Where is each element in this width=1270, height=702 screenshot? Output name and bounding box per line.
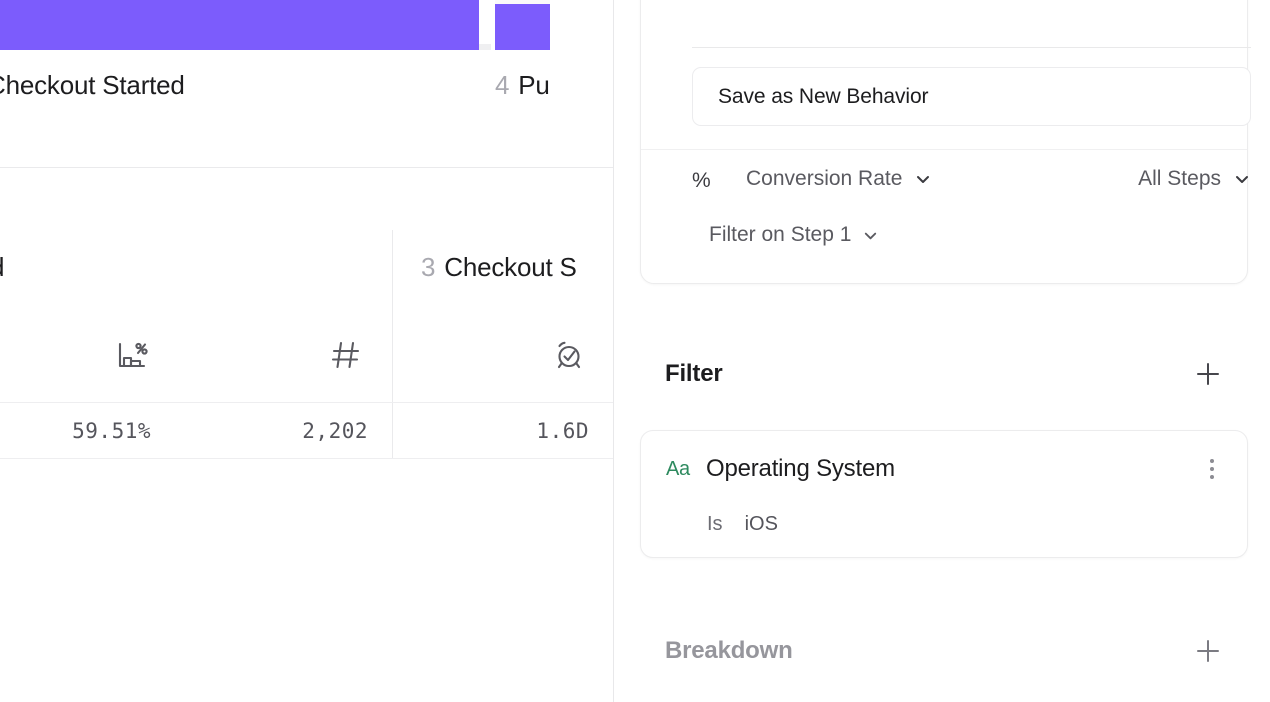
conversion-rate-dropdown[interactable]: Conversion Rate (746, 167, 932, 191)
all-steps-dropdown[interactable]: All Steps (1138, 167, 1251, 191)
filter-on-step-dropdown[interactable]: Filter on Step 1 (709, 223, 879, 247)
metric-table-header-row: d 3 Checkout S (0, 252, 614, 292)
save-as-new-behavior-label: Save as New Behavior (718, 84, 929, 108)
funnel-step-label-1[interactable]: Checkout Started (0, 70, 185, 101)
filter-operator: Is (707, 513, 723, 535)
funnel-step-name-1: Checkout Started (0, 70, 185, 100)
metric-value-count: 2,202 (302, 419, 368, 443)
conversion-rate-dropdown-label: Conversion Rate (746, 167, 903, 190)
chevron-down-icon (1233, 170, 1251, 188)
funnel-bar-track-step-2 (495, 0, 550, 4)
add-filter-button[interactable] (1193, 359, 1223, 389)
text-property-type-icon: Aa (666, 457, 690, 480)
filter-section-header: Filter (640, 355, 1248, 393)
filter-on-step-dropdown-label: Filter on Step 1 (709, 223, 852, 246)
funnel-step-labels: Checkout Started 4 Pu (0, 70, 614, 114)
metric-icon-row-divider (0, 402, 614, 403)
funnel-step-label-2[interactable]: 4 Pu (495, 70, 550, 101)
filter-card-more-options-icon[interactable] (1198, 455, 1226, 483)
filter-section-title: Filter (665, 360, 723, 387)
behavior-config-card: Save as New Behavior % Conversion Rate A… (640, 0, 1251, 284)
percent-icon: % (692, 169, 711, 192)
conversion-rate-icon (111, 335, 151, 375)
time-to-convert-icon (549, 335, 589, 375)
panel-divider (613, 0, 614, 702)
add-breakdown-button[interactable] (1193, 636, 1223, 666)
funnel-bar-step-1[interactable] (0, 0, 479, 50)
behavior-card-divider (692, 47, 1251, 48)
metric-header-right-text: Checkout S (444, 252, 577, 282)
filter-condition-row[interactable]: Is iOS (707, 513, 778, 536)
funnel-step-number-2: 4 (495, 70, 510, 100)
filter-property-name: Operating System (706, 455, 895, 482)
metric-header-right-number: 3 (421, 252, 436, 282)
metric-value-row-divider (0, 458, 614, 459)
metric-header-right: 3 Checkout S (421, 252, 577, 283)
chevron-down-icon (914, 170, 932, 188)
funnel-step-name-2: Pu (518, 70, 550, 100)
funnel-bar-gap (479, 0, 495, 50)
config-sidebar: Save as New Behavior % Conversion Rate A… (614, 0, 1270, 702)
filter-card-title-row: Aa Operating System (666, 453, 1229, 485)
metric-icon-cell-conversion-rate[interactable] (0, 332, 151, 378)
metric-icon-cell-count[interactable] (151, 332, 366, 378)
save-as-new-behavior-button[interactable]: Save as New Behavior (692, 67, 1251, 126)
metric-column-divider (392, 230, 393, 458)
funnel-section-divider (0, 167, 614, 168)
metric-header-left: d (0, 252, 4, 283)
hash-count-icon (326, 335, 366, 375)
metric-icon-cell-time-to-convert[interactable] (393, 332, 589, 378)
metric-value-conversion-rate: 59.51% (72, 419, 151, 443)
filter-value: iOS (744, 513, 778, 535)
all-steps-dropdown-label: All Steps (1138, 167, 1221, 190)
funnel-bar-stub (479, 44, 491, 50)
chevron-down-icon (862, 227, 879, 244)
funnel-bar-step-2[interactable] (495, 0, 550, 50)
metric-select-row: % Conversion Rate All Steps (692, 167, 1251, 201)
breakdown-section-header: Breakdown (640, 632, 1248, 670)
metric-value-time-to-convert: 1.6D (536, 419, 589, 443)
behavior-card-footer-divider (641, 149, 1247, 150)
breakdown-section-title: Breakdown (665, 637, 793, 664)
metric-header-left-text: d (0, 252, 4, 282)
funnel-chart-region: Checkout Started 4 Pu d 3 Checkout S (0, 0, 614, 702)
filter-card-operating-system[interactable]: Aa Operating System Is iOS (640, 430, 1248, 558)
